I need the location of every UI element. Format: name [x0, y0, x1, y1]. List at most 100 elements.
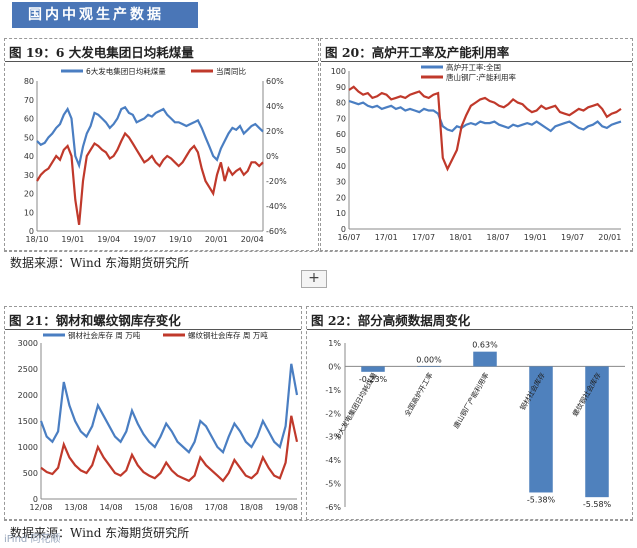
x-tick-label: 13/08 — [65, 503, 88, 512]
y2-tick-label: 20% — [266, 127, 284, 136]
series-line — [40, 415, 299, 483]
x-tick-label: 12/08 — [29, 503, 52, 512]
y-tick-label: 20 — [24, 190, 34, 199]
series-line — [36, 105, 264, 170]
x-tick-label: 18/10 — [25, 235, 48, 244]
y-tick-label: 70 — [336, 114, 346, 123]
category-label: 全国高炉开工率 — [402, 371, 434, 418]
bar — [361, 366, 385, 372]
x-tick-label: 15/08 — [135, 503, 158, 512]
y-tick-label: 500 — [23, 469, 38, 478]
category-label: 6大发电集团日均耗煤量 — [334, 371, 379, 440]
data-label: 0.63% — [472, 341, 498, 350]
y-tick-label: 2500 — [18, 365, 38, 374]
x-tick-label: 17/08 — [205, 503, 228, 512]
x-tick-label: 18/01 — [449, 233, 472, 242]
y-tick-label: 10 — [24, 208, 34, 217]
x-tick-label: 18/08 — [240, 503, 263, 512]
y-tick-label: 80 — [24, 77, 34, 86]
bar — [585, 366, 609, 498]
panel-fig22: 图 22：部分高频数据周变化 1% 0% -1% -2% -3% -4% -5% -6% -0.… — [306, 306, 633, 520]
chart-title: 图 20：高炉开工率及产能利用率 — [325, 45, 510, 60]
y-tick-label: 3000 — [18, 339, 38, 348]
y-tick-label: 10 — [336, 209, 346, 218]
data-source: 数据来源：Wind 东海期货研究所 — [10, 256, 190, 270]
y-tick-label: 90 — [336, 83, 346, 92]
x-tick-label: 16/08 — [170, 503, 193, 512]
y-tick-label: 40 — [336, 162, 346, 171]
y2-tick-label: -40% — [266, 202, 287, 211]
y-tick-label: 50 — [336, 146, 346, 155]
y-tick-label: -3% — [325, 433, 341, 442]
watermark-logo: iFind 同花顺 — [4, 534, 61, 545]
data-label: 0.00% — [416, 355, 442, 364]
bar — [473, 351, 497, 367]
y-tick-label: 1% — [328, 339, 341, 348]
data-label: -5.58% — [583, 500, 612, 509]
chart-title: 图 21：钢材和螺纹钢库存变化 — [9, 313, 181, 328]
y2-tick-label: -60% — [266, 227, 287, 236]
y-tick-label: 50 — [24, 133, 34, 142]
x-tick-label: 16/07 — [337, 233, 360, 242]
add-button[interactable]: + — [301, 270, 327, 288]
legend-label: 钢材社会库存 周 万吨 — [68, 330, 141, 340]
x-tick-label: 19/01 — [61, 235, 84, 244]
legend-label: 高炉开工率:全国 — [446, 62, 501, 72]
y2-tick-label: 0% — [266, 152, 279, 161]
x-tick-label: 19/07 — [561, 233, 584, 242]
x-tick-label: 20/01 — [205, 235, 228, 244]
data-label: -0.23% — [359, 375, 388, 384]
category-label: 唐山钢厂产能利用率 — [451, 371, 490, 430]
panel-fig19: 图 19：6 大发电集团日均耗煤量 0 10 20 30 40 50 60 70 80 -60% -… — [4, 38, 319, 251]
y-tick-label: 0 — [33, 495, 38, 504]
legend-label: 唐山钢厂:产能利用率 — [446, 72, 517, 82]
y-tick-label: 1000 — [18, 443, 38, 452]
y-tick-label: 1500 — [18, 417, 38, 426]
y-tick-label: 2000 — [18, 391, 38, 400]
x-tick-label: 19/10 — [169, 235, 192, 244]
x-tick-label: 19/01 — [524, 233, 547, 242]
y-tick-label: 70 — [24, 96, 34, 105]
x-tick-label: 18/07 — [487, 233, 510, 242]
series-line — [36, 131, 264, 225]
x-tick-label: 20/04 — [241, 235, 264, 244]
y-tick-label: 0 — [29, 227, 34, 236]
y-tick-label: 30 — [336, 178, 346, 187]
bar — [417, 366, 441, 367]
legend-label: 螺纹钢社会库存 周 万吨 — [188, 330, 268, 340]
y-tick-label: 20 — [336, 193, 346, 202]
bar — [529, 366, 553, 493]
chart-fig21: 0 500 1000 1500 2000 2500 3000 12/08 13/08 14/08 1… — [18, 330, 299, 512]
chart-fig22: 1% 0% -1% -2% -3% -4% -5% -6% -0.23%6大发电集团日均耗煤量 0… — [325, 339, 625, 512]
x-tick-label: 20/01 — [598, 233, 621, 242]
y2-tick-label: -20% — [266, 177, 287, 186]
series-line — [348, 85, 622, 172]
panel-fig21: 图 21：钢材和螺纹钢库存变化 0 500 1000 1500 2000 2500 3000… — [4, 306, 302, 520]
legend-label: 当周同比 — [216, 66, 246, 76]
y-tick-label: 60 — [24, 115, 34, 124]
data-label: -5.38% — [527, 495, 556, 504]
y-tick-label: 0% — [328, 362, 341, 371]
x-tick-label: 17/07 — [412, 233, 435, 242]
x-tick-label: 19/08 — [275, 503, 298, 512]
y-tick-label: 0 — [341, 225, 346, 234]
series-line — [39, 363, 299, 455]
x-tick-label: 19/07 — [133, 235, 156, 244]
data-source: 数据来源：Wind 东海期货研究所 — [10, 526, 190, 540]
y-tick-label: -1% — [325, 386, 341, 395]
y-tick-label: 100 — [331, 67, 346, 76]
y-tick-label: -4% — [325, 456, 341, 465]
y-tick-label: -5% — [325, 480, 341, 489]
y-tick-label: 30 — [24, 171, 34, 180]
chart-fig20: 0 10 20 30 40 50 60 70 80 90 100 16/07 17/01 17/07 18/… — [331, 62, 622, 242]
y-tick-label: 60 — [336, 130, 346, 139]
x-tick-label: 17/01 — [375, 233, 398, 242]
chart-fig19: 0 10 20 30 40 50 60 70 80 -60% -40% -20% 0% 20% 40% 60%… — [24, 66, 287, 244]
y-tick-label: -2% — [325, 409, 341, 418]
chart-title: 图 19：6 大发电集团日均耗煤量 — [9, 45, 194, 60]
y-tick-label: 40 — [24, 152, 34, 161]
chart-title: 图 22：部分高频数据周变化 — [311, 313, 471, 328]
series-line — [348, 99, 622, 133]
panel-fig20: 图 20：高炉开工率及产能利用率 0 10 20 30 40 50 60 70 80 90 100 1… — [320, 38, 633, 251]
x-tick-label: 19/04 — [97, 235, 120, 244]
